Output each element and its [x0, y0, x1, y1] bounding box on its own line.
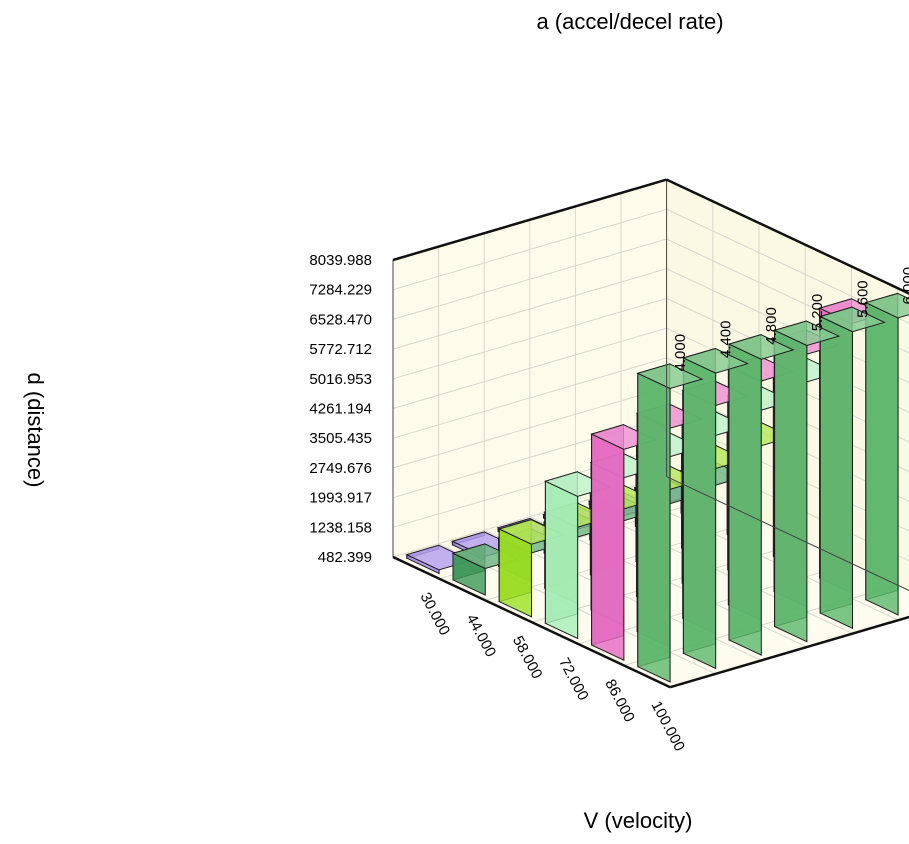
z-axis-title: d (distance): [23, 373, 48, 488]
frame-edge: [669, 615, 909, 689]
frame-edge: [666, 178, 909, 295]
chart-frame: [392, 178, 909, 689]
bar-top-face: [681, 347, 750, 374]
frame-edge: [392, 178, 667, 262]
z-tick-label: 1993.917: [309, 490, 372, 507]
v-tick-label: 58.000: [509, 633, 546, 682]
frame-line: [666, 476, 909, 592]
y-axis-title: a (accel/decel rate): [536, 9, 723, 34]
bar: [773, 320, 841, 643]
a-tick-label: 5.200: [809, 294, 826, 332]
z-tick-label: 6528.470: [309, 311, 372, 328]
a-tick-label: 4.000: [672, 334, 689, 372]
a-tick-label: 5.600: [854, 280, 871, 318]
x-axis-title: V (velocity): [584, 808, 693, 833]
frame-edge: [392, 555, 671, 689]
bar-top-face: [727, 334, 795, 360]
bar-front-face: [591, 433, 625, 661]
chart-bars: [405, 292, 909, 683]
v-tick-label: 86.000: [601, 676, 638, 725]
bar: [818, 306, 886, 630]
z-tick-label: 3505.435: [309, 430, 372, 447]
bar-top-face: [636, 363, 704, 390]
bar-top-face: [773, 320, 841, 347]
v-tick-label: 72.000: [555, 655, 592, 704]
a-tick-label: 4.800: [763, 307, 780, 345]
z-tick-label: 2749.676: [309, 460, 372, 477]
v-tick-label: 44.000: [463, 611, 500, 660]
bar-top-face: [818, 306, 886, 333]
v-tick-label: 100.000: [648, 698, 688, 754]
v-tick-label: 30.000: [417, 590, 454, 639]
bar-front-face: [544, 480, 579, 640]
bar: [543, 471, 612, 640]
a-tick-label: 6.000: [900, 267, 909, 305]
z-tick-label: 4261.194: [309, 401, 372, 418]
bar-front-face: [819, 315, 853, 630]
bar-front-face: [728, 343, 762, 656]
bar: [590, 424, 658, 661]
z-tick-label: 8039.988: [309, 252, 372, 269]
z-tick-label: 5016.953: [309, 371, 372, 388]
bar-top-face: [864, 292, 909, 319]
z-tick-label: 1238.158: [309, 519, 372, 536]
z-tick-label: 5772.712: [309, 341, 372, 358]
z-tick-label: 482.399: [318, 549, 372, 566]
bar: [636, 363, 704, 683]
z-tick-label: 7284.229: [309, 282, 372, 299]
bar-front-face: [682, 357, 717, 670]
bar-front-face: [774, 329, 808, 643]
bar: [864, 292, 909, 616]
bar-front-face: [865, 301, 899, 616]
a-tick-label: 4.400: [718, 321, 735, 359]
bar: [681, 347, 750, 670]
bar-front-face: [637, 372, 671, 683]
bar: [727, 334, 795, 656]
